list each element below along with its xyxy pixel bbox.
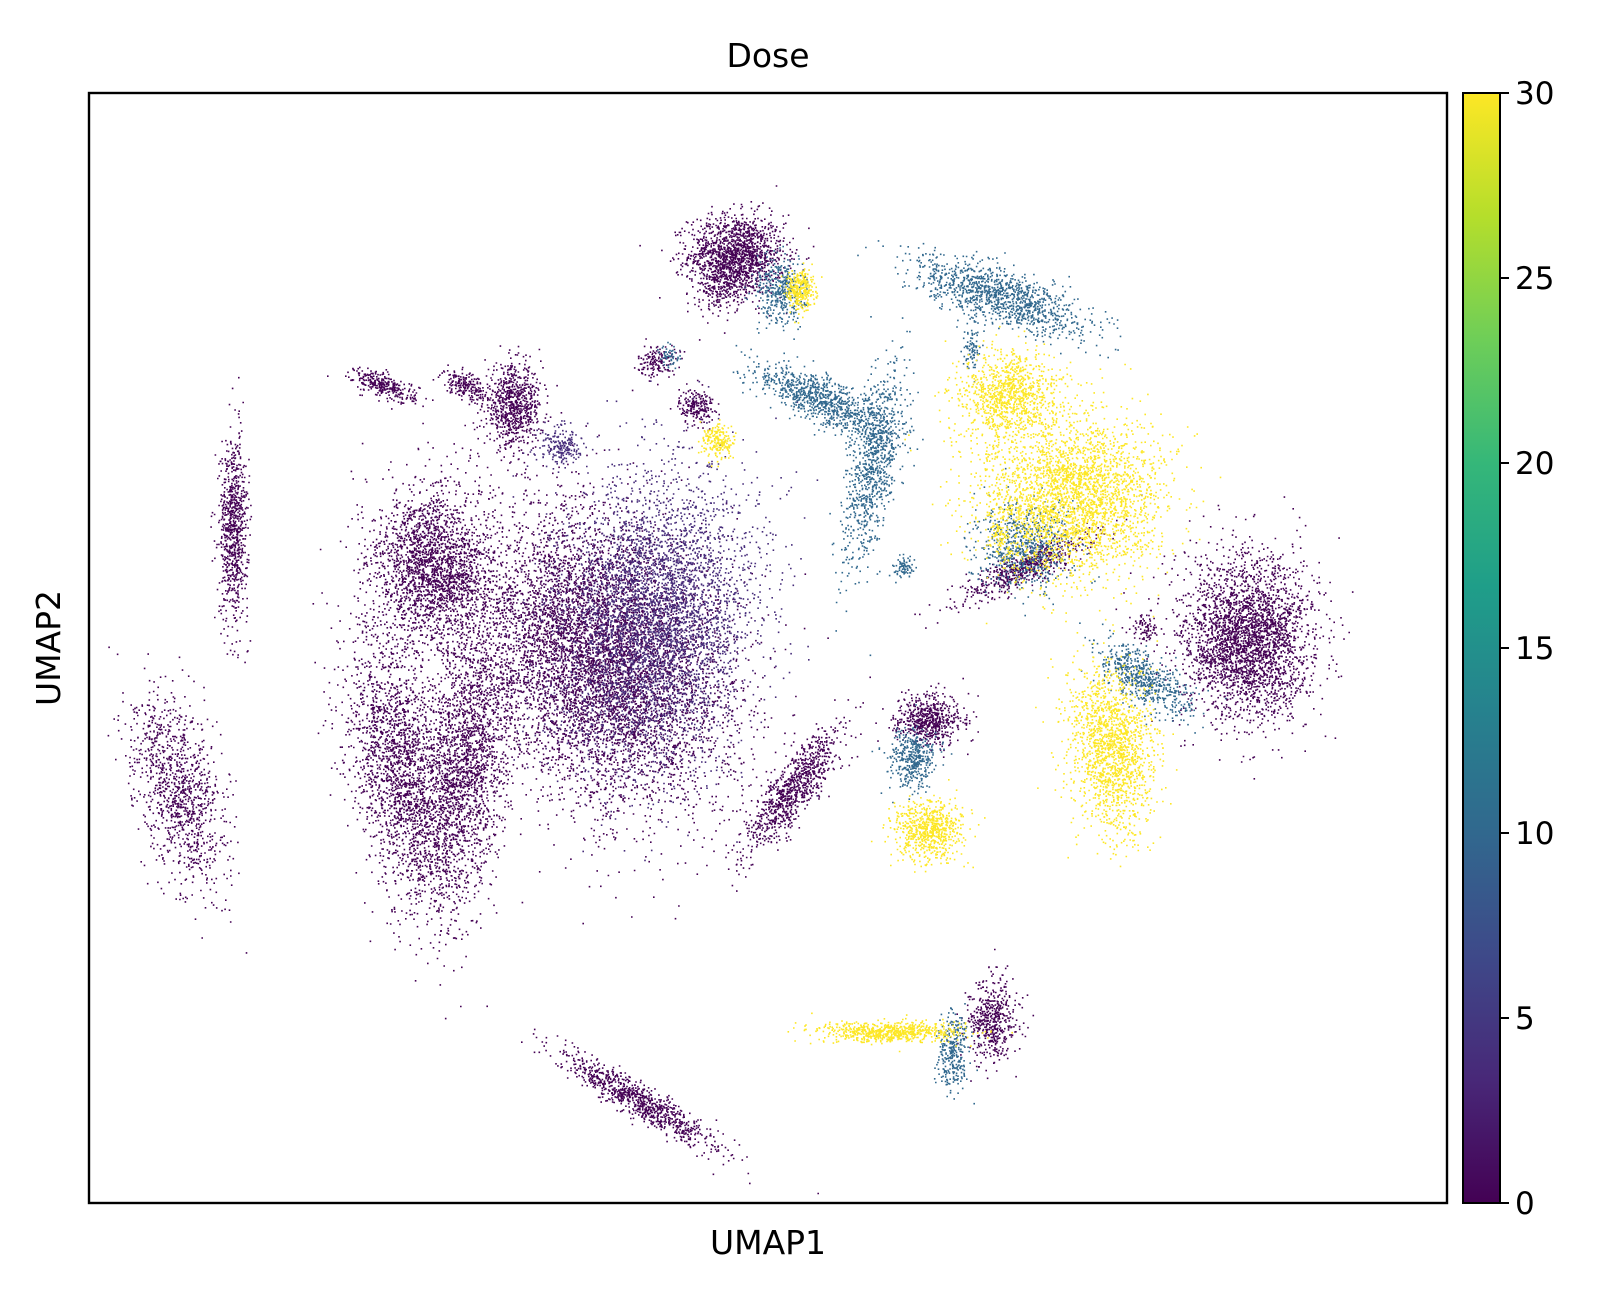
- point-cluster: [369, 384, 836, 925]
- point-cluster: [657, 341, 682, 370]
- point-cluster-dots: [829, 316, 919, 657]
- colorbar-tick-label: 0: [1515, 1186, 1535, 1222]
- point-cluster-dots: [327, 366, 434, 410]
- point-cluster-dots: [744, 245, 809, 340]
- point-cluster-dots: [522, 420, 599, 473]
- point-cluster: [633, 338, 686, 386]
- y-axis-label: UMAP2: [29, 590, 68, 706]
- point-cluster-dots: [492, 349, 819, 862]
- point-cluster-dots: [210, 376, 253, 664]
- point-cluster: [312, 527, 509, 986]
- colorbar: 0 5 10 15 20 25 30: [1462, 76, 1554, 1222]
- point-cluster: [871, 704, 953, 804]
- point-cluster-dots: [1035, 618, 1178, 868]
- point-cluster: [933, 1003, 981, 1105]
- point-cluster-dots: [933, 1003, 981, 1105]
- point-cluster: [327, 366, 434, 410]
- point-cluster-dots: [914, 494, 1143, 629]
- point-cluster-dots: [1115, 496, 1354, 780]
- point-cluster: [744, 245, 809, 340]
- point-cluster-dots: [1121, 609, 1165, 646]
- point-cluster: [989, 512, 1014, 565]
- point-cluster-dots: [1079, 622, 1227, 734]
- point-cluster: [210, 376, 253, 664]
- point-cluster: [107, 646, 248, 954]
- point-cluster-dots: [888, 553, 917, 584]
- point-cluster: [963, 467, 1100, 617]
- point-cluster: [779, 262, 823, 324]
- point-cluster: [857, 240, 1122, 359]
- point-cluster: [960, 312, 985, 383]
- point-cluster-dots: [639, 185, 815, 341]
- point-cluster: [464, 345, 552, 479]
- point-cluster: [875, 677, 979, 758]
- point-cluster: [1035, 618, 1178, 868]
- colorbar-ticks: 0 5 10 15 20 25 30: [1500, 76, 1554, 1222]
- point-cluster-dots: [697, 419, 737, 468]
- point-cluster: [639, 185, 815, 341]
- colorbar-tick-label: 30: [1515, 76, 1554, 112]
- colorbar-tick-label: 25: [1515, 261, 1554, 297]
- point-cluster-dots: [875, 677, 979, 758]
- point-cluster: [904, 363, 1222, 634]
- point-cluster: [432, 364, 504, 409]
- point-cluster: [888, 553, 917, 584]
- point-cluster-dots: [963, 467, 1100, 617]
- point-cluster: [914, 494, 1143, 629]
- point-cluster-dots: [989, 512, 1014, 565]
- colorbar-tick-label: 20: [1515, 446, 1554, 482]
- point-cluster: [687, 249, 754, 324]
- point-cluster: [319, 441, 546, 705]
- point-cluster-dots: [779, 262, 823, 324]
- point-cluster-dots: [669, 379, 720, 432]
- point-cluster-dots: [727, 676, 871, 892]
- point-cluster: [870, 779, 986, 873]
- x-axis-label: UMAP1: [710, 1223, 826, 1262]
- chart-title: Dose: [726, 36, 809, 75]
- point-cluster: [1115, 496, 1354, 780]
- point-cluster-dots: [633, 338, 686, 386]
- point-cluster-dots: [486, 1005, 819, 1195]
- point-cluster: [522, 420, 599, 473]
- point-cluster-dots: [787, 1012, 1013, 1053]
- colorbar-tick-label: 15: [1515, 631, 1554, 667]
- point-cluster-dots: [369, 384, 836, 925]
- point-cluster: [787, 1012, 1013, 1053]
- point-cluster-dots: [904, 363, 1222, 634]
- point-cluster-dots: [687, 249, 754, 324]
- point-cluster: [1121, 609, 1165, 646]
- point-cluster-dots: [464, 345, 552, 479]
- point-cluster-dots: [319, 441, 546, 705]
- point-cluster-dots: [871, 704, 953, 804]
- point-cluster: [669, 379, 720, 432]
- point-cluster: [486, 1005, 819, 1195]
- point-cluster-dots: [857, 240, 1122, 359]
- colorbar-tick-label: 5: [1515, 1001, 1535, 1037]
- point-cluster: [492, 349, 819, 862]
- colorbar-tick-label: 10: [1515, 816, 1554, 852]
- scatter-points: [107, 185, 1354, 1195]
- point-cluster-dots: [432, 364, 504, 409]
- point-cluster: [727, 676, 871, 892]
- colorbar-gradient: [1463, 93, 1500, 1203]
- point-cluster-dots: [960, 312, 985, 383]
- plot-frame: [87, 91, 1449, 1205]
- point-cluster-dots: [312, 527, 509, 986]
- point-cluster: [1079, 622, 1227, 734]
- point-cluster: [697, 419, 737, 468]
- point-cluster: [829, 316, 919, 657]
- point-cluster-dots: [107, 646, 248, 954]
- point-cluster-dots: [870, 779, 986, 873]
- point-cluster-dots: [910, 325, 1081, 468]
- point-cluster-dots: [657, 341, 682, 370]
- point-cluster: [910, 325, 1081, 468]
